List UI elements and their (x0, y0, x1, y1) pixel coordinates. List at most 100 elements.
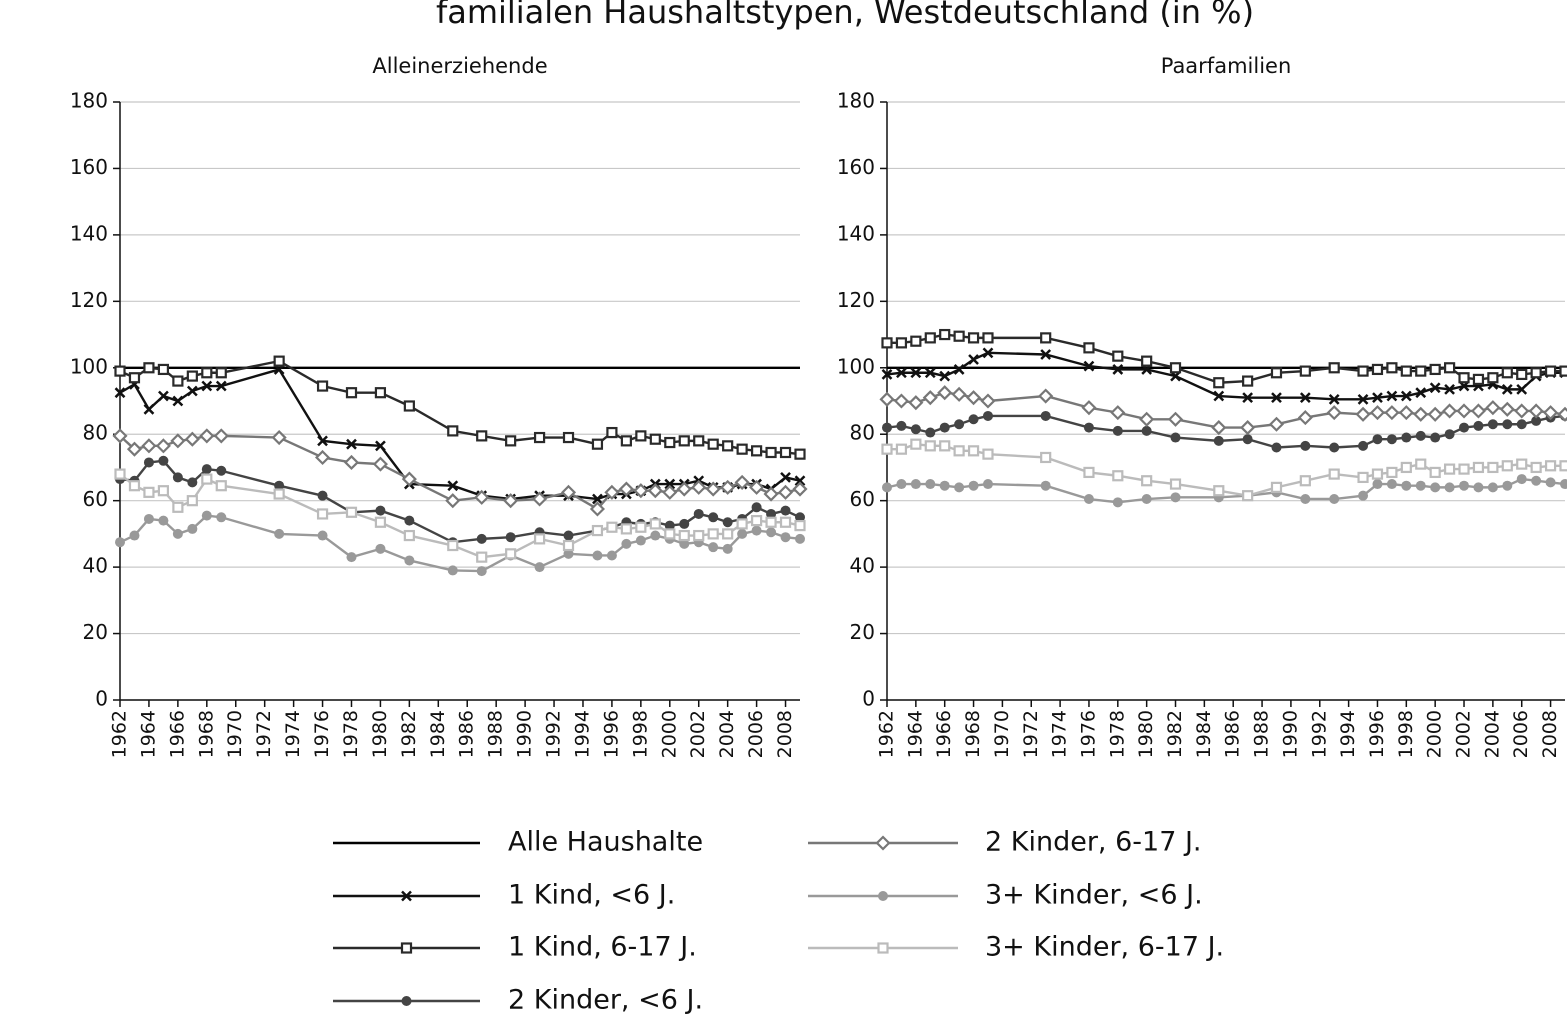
marker-square (910, 438, 922, 450)
marker-x (1213, 390, 1225, 402)
x-tick-label: 1978 (1106, 710, 1128, 758)
marker-square (1213, 377, 1225, 389)
marker-circle (722, 517, 733, 528)
marker-circle (1415, 480, 1426, 491)
marker-square (664, 528, 676, 540)
marker-diamond (1110, 405, 1126, 421)
marker-diamond (170, 433, 186, 449)
marker-square (1501, 460, 1513, 472)
marker-circle (737, 528, 748, 539)
legend-marker (400, 942, 413, 954)
marker-diamond (401, 471, 417, 487)
marker-diamond (1240, 420, 1256, 436)
marker-diamond (1326, 405, 1342, 421)
x-tick-label: 1988 (485, 710, 507, 758)
marker-square (939, 328, 951, 341)
marker-diamond (1427, 406, 1443, 422)
marker-circle (1040, 410, 1051, 421)
marker-circle (1502, 480, 1513, 491)
marker-square (114, 468, 126, 480)
marker-x (794, 475, 806, 487)
marker-circle (346, 552, 357, 563)
marker-x (1415, 387, 1427, 399)
marker-diamond (199, 428, 215, 444)
x-tick-label: 1992 (1308, 710, 1330, 758)
marker-circle (1487, 482, 1498, 493)
marker-circle (1300, 440, 1311, 451)
marker-square (953, 330, 965, 342)
marker-circle (172, 472, 183, 483)
x-tick-label: 1978 (340, 710, 362, 758)
marker-square (895, 337, 908, 349)
marker-square (1487, 372, 1499, 384)
x-tick-label: 1962 (109, 710, 131, 758)
y-tick-label: 20 (850, 620, 875, 644)
marker-circle (954, 419, 965, 430)
marker-diamond (922, 390, 938, 406)
x-tick-label: 1976 (311, 710, 333, 758)
marker-square (562, 539, 575, 552)
marker-x (172, 395, 184, 407)
x-tick-label: 2000 (1424, 710, 1446, 758)
marker-square (1530, 367, 1542, 379)
marker-circle (1502, 419, 1513, 430)
marker-square (533, 533, 546, 545)
marker-square (1270, 367, 1283, 379)
marker-circle (722, 543, 733, 554)
marker-diamond (560, 484, 577, 500)
marker-diamond (141, 438, 157, 454)
marker-circle (1444, 429, 1455, 440)
marker-circle (882, 422, 892, 433)
marker-circle (766, 508, 777, 519)
marker-square (476, 430, 488, 442)
x-tick-label: 1970 (991, 710, 1013, 758)
marker-circle (1560, 479, 1567, 490)
marker-circle (404, 515, 415, 526)
marker-x (346, 438, 357, 450)
marker-circle (115, 537, 125, 548)
marker-circle (534, 562, 545, 573)
legend-label: 2 Kinder, <6 J. (508, 985, 703, 1016)
marker-circle (708, 542, 719, 553)
marker-circle (679, 518, 690, 529)
marker-circle (187, 523, 198, 534)
marker-circle (1083, 422, 1094, 433)
marker-x (910, 367, 922, 379)
marker-circle (1329, 494, 1340, 505)
marker-diamond (604, 484, 620, 500)
marker-circle (1170, 492, 1181, 503)
marker-x (1083, 360, 1095, 372)
y-tick-label: 160 (837, 155, 875, 179)
marker-square (1472, 373, 1485, 386)
marker-square (403, 400, 415, 412)
marker-circle (563, 548, 574, 559)
marker-circle (216, 465, 227, 476)
figure-title: familialen Haushaltstypen, Westdeutschla… (436, 0, 1254, 31)
marker-circle (982, 410, 993, 421)
marker-square (895, 443, 908, 455)
marker-circle (563, 530, 574, 541)
x-tick-label: 1968 (195, 710, 217, 758)
marker-square (447, 425, 459, 437)
marker-circle (1141, 425, 1152, 436)
marker-circle (1459, 422, 1470, 433)
y-tick-label: 0 (862, 687, 875, 711)
marker-square (967, 445, 980, 457)
marker-square (143, 486, 155, 498)
marker-circle (143, 513, 154, 524)
marker-square (779, 446, 792, 459)
y-tick-label: 0 (95, 687, 108, 711)
marker-x (924, 367, 936, 379)
marker-square (273, 488, 285, 500)
marker-x (953, 364, 965, 375)
marker-circle (925, 427, 936, 438)
y-tick-label: 100 (70, 354, 108, 378)
marker-diamond (647, 483, 663, 499)
x-tick-label: 1988 (1251, 710, 1273, 758)
marker-diamond (1514, 403, 1530, 419)
marker-diamond (980, 393, 996, 409)
marker-square (1443, 362, 1456, 374)
marker-square (186, 370, 198, 382)
marker-circle (635, 535, 646, 546)
